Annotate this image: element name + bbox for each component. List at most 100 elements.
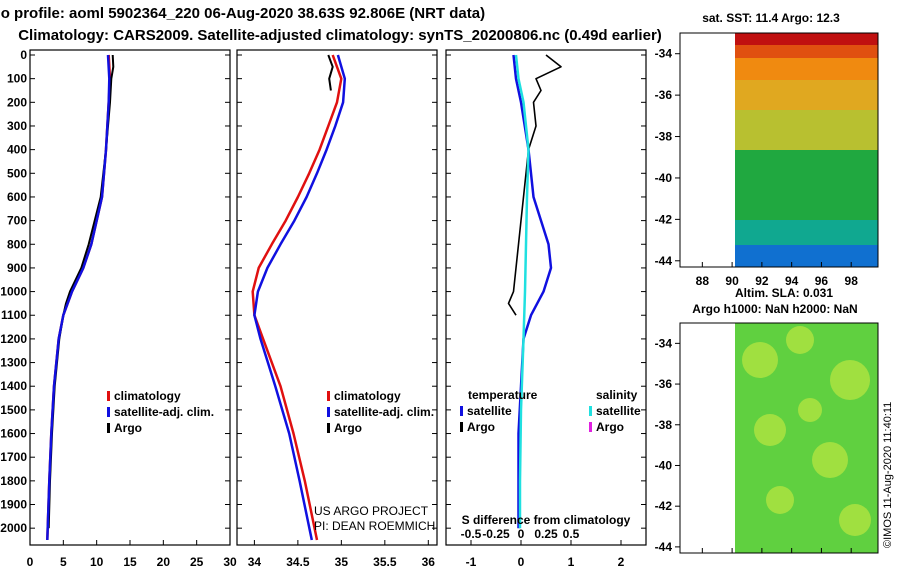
diff-legend-t-swatch (460, 422, 463, 432)
sal-legend-swatch (327, 423, 330, 433)
sst-band (735, 80, 878, 110)
imos-stamp: ©IMOS 11-Aug-2020 11:40:11 (882, 401, 894, 548)
sla-map-lat-label: -40 (655, 458, 673, 472)
depth-tick-label: 400 (7, 143, 27, 157)
depth-tick-label: 1900 (0, 498, 27, 512)
diff-xtick-label: 1 (568, 555, 575, 569)
sla-anomaly-blob (754, 414, 786, 446)
sla-anomaly-blob (812, 442, 848, 478)
diff-legend-s-label: satellite (596, 404, 641, 418)
sal-legend-swatch (327, 391, 330, 401)
temp-legend-label: climatology (114, 389, 181, 403)
title-line-1: Argo profile: aoml 5902364_220 06-Aug-20… (0, 5, 486, 22)
temp-xtick-label: 30 (223, 555, 237, 569)
depth-tick-label: 600 (7, 190, 27, 204)
diff-temp-satellite-line (512, 54, 553, 529)
sal-argo-line (327, 54, 334, 91)
diff-legend-s-swatch (589, 406, 592, 416)
diff-legend-s-head: salinity (596, 388, 638, 402)
depth-tick-label: 800 (7, 237, 27, 251)
sla-map-title: Altim. SLA: 0.031 (735, 286, 833, 300)
diff-s-tick-label: -0.25 (482, 527, 510, 541)
sal-xtick-label: 34.5 (286, 555, 310, 569)
sal-xtick-label: 35 (335, 555, 349, 569)
sst-map-lat-label: -42 (655, 212, 673, 226)
sst-map-lon-label: 88 (696, 274, 710, 288)
diff-legend-s-swatch (589, 422, 592, 432)
sal-xtick-label: 35.5 (373, 555, 397, 569)
diff-legend-t-swatch (460, 406, 463, 416)
sla-map-lat-label: -44 (655, 540, 673, 554)
sal-xtick-label: 34 (248, 555, 262, 569)
depth-tick-label: 500 (7, 166, 27, 180)
diff-xtick-label: 0 (518, 555, 525, 569)
depth-tick-label: 900 (7, 261, 27, 275)
diff-xtick-label: 2 (618, 555, 625, 569)
sal-xtick-label: 36 (422, 555, 436, 569)
sst-map-lat-label: -44 (655, 254, 673, 268)
depth-tick-label: 1000 (0, 285, 27, 299)
sst-band (735, 110, 878, 150)
sst-band (735, 220, 878, 245)
sla-anomaly-blob (786, 326, 814, 354)
sal-legend-label: climatology (334, 389, 401, 403)
sla-map-frame (679, 322, 879, 554)
diff-s-tick-label: 0.5 (563, 527, 580, 541)
sla-map-lat-label: -36 (655, 377, 673, 391)
sst-band (735, 150, 878, 220)
sla-anomaly-blob (830, 360, 870, 400)
sla-map-lat-label: -38 (655, 418, 673, 432)
temp-xtick-label: 10 (90, 555, 104, 569)
diff-axis-label: S difference from climatology (462, 513, 631, 527)
sst-map-lat-label: -40 (655, 171, 673, 185)
panel-frame-1 (29, 49, 231, 546)
credit-project: US ARGO PROJECT (314, 504, 429, 518)
depth-tick-label: 1400 (0, 379, 27, 393)
sst-map-lon-label: 98 (845, 274, 859, 288)
temp-legend-swatch (107, 391, 110, 401)
sal-climatology-line (251, 54, 343, 541)
panel-frame-2 (236, 49, 438, 546)
temp-xtick-label: 15 (123, 555, 137, 569)
sla-map-lat-label: -42 (655, 499, 673, 513)
diff-s-tick-label: 0.25 (534, 527, 558, 541)
depth-tick-label: 1300 (0, 356, 27, 370)
sal-legend-label: satellite-adj. clim. (334, 405, 434, 419)
diff-temp-argo-line (507, 54, 562, 316)
sla-anomaly-blob (742, 342, 778, 378)
temp-legend-swatch (107, 407, 110, 417)
credit-pi: PI: DEAN ROEMMICH (314, 519, 435, 533)
temp-climatology-line (46, 54, 112, 541)
sst-map-title: sat. SST: 11.4 Argo: 12.3 (702, 11, 840, 25)
depth-tick-label: 200 (7, 95, 27, 109)
depth-tick-label: 2000 (0, 521, 27, 535)
diff-xtick-label: -1 (466, 555, 477, 569)
depth-tick-label: 1800 (0, 474, 27, 488)
sst-band (735, 58, 878, 80)
depth-tick-label: 700 (7, 214, 27, 228)
sst-map-lon-label: 94 (785, 274, 799, 288)
sla-map-lat-label: -34 (655, 336, 673, 350)
depth-tick-label: 1100 (1, 308, 27, 322)
sst-band (735, 45, 878, 58)
diff-sal-satellite-line (514, 54, 530, 529)
sla-map-subtitle: Argo h1000: NaN h2000: NaN (692, 302, 857, 316)
depth-tick-label: 300 (7, 119, 27, 133)
sst-map-lat-label: -36 (655, 88, 673, 102)
sla-anomaly-blob (839, 504, 871, 536)
sal-legend-label: Argo (334, 421, 362, 435)
sst-map-lat-label: -38 (655, 130, 673, 144)
sla-anomaly-blob (766, 486, 794, 514)
sst-map-lon-label: 96 (815, 274, 829, 288)
temp-legend-label: Argo (114, 421, 142, 435)
title-line-2: Climatology: CARS2009. Satellite-adjuste… (18, 27, 662, 44)
sst-map-lat-label: -34 (655, 47, 673, 61)
sla-anomaly-blob (798, 398, 822, 422)
depth-tick-label: 1600 (0, 427, 27, 441)
sst-map-lon-label: 90 (725, 274, 739, 288)
panel-frame-3 (445, 49, 647, 546)
temp-xtick-label: 25 (190, 555, 204, 569)
diff-legend-s-label: Argo (596, 420, 624, 434)
depth-tick-label: 1500 (0, 403, 27, 417)
